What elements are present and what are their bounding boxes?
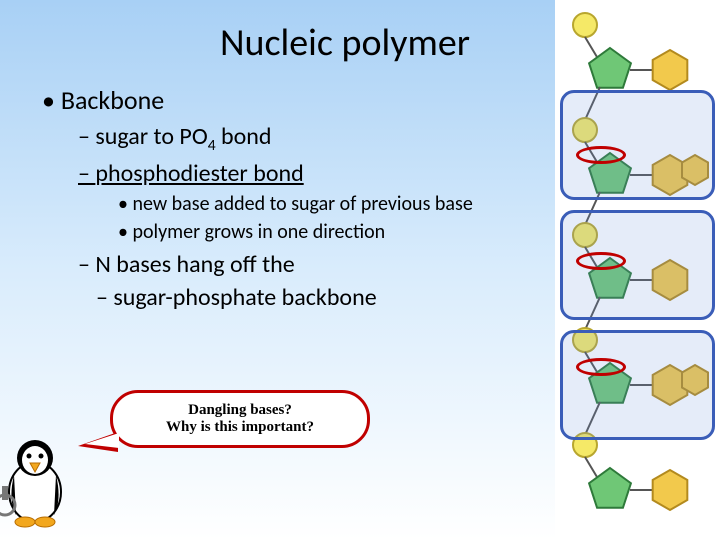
bond-highlight-oval [576, 358, 626, 376]
bullet-grows: polymer grows in one direction [118, 220, 548, 244]
bond-highlight-oval [576, 252, 626, 270]
speech-callout: Dangling bases? Why is this important? [110, 390, 370, 448]
text-pre: sugar to PO [95, 122, 207, 151]
bond-highlight-oval [576, 146, 626, 164]
callout-tail-inner [85, 433, 119, 448]
callout-line2: Why is this important? [166, 419, 314, 436]
callout-line1: Dangling bases? [188, 402, 292, 419]
bullet-newbase: new base added to sugar of previous base [118, 192, 548, 216]
text-sub: 4 [208, 136, 216, 155]
text-post: bond [216, 122, 272, 151]
highlight-box [560, 330, 715, 440]
highlight-box [560, 90, 715, 200]
penguin-icon [0, 430, 80, 530]
